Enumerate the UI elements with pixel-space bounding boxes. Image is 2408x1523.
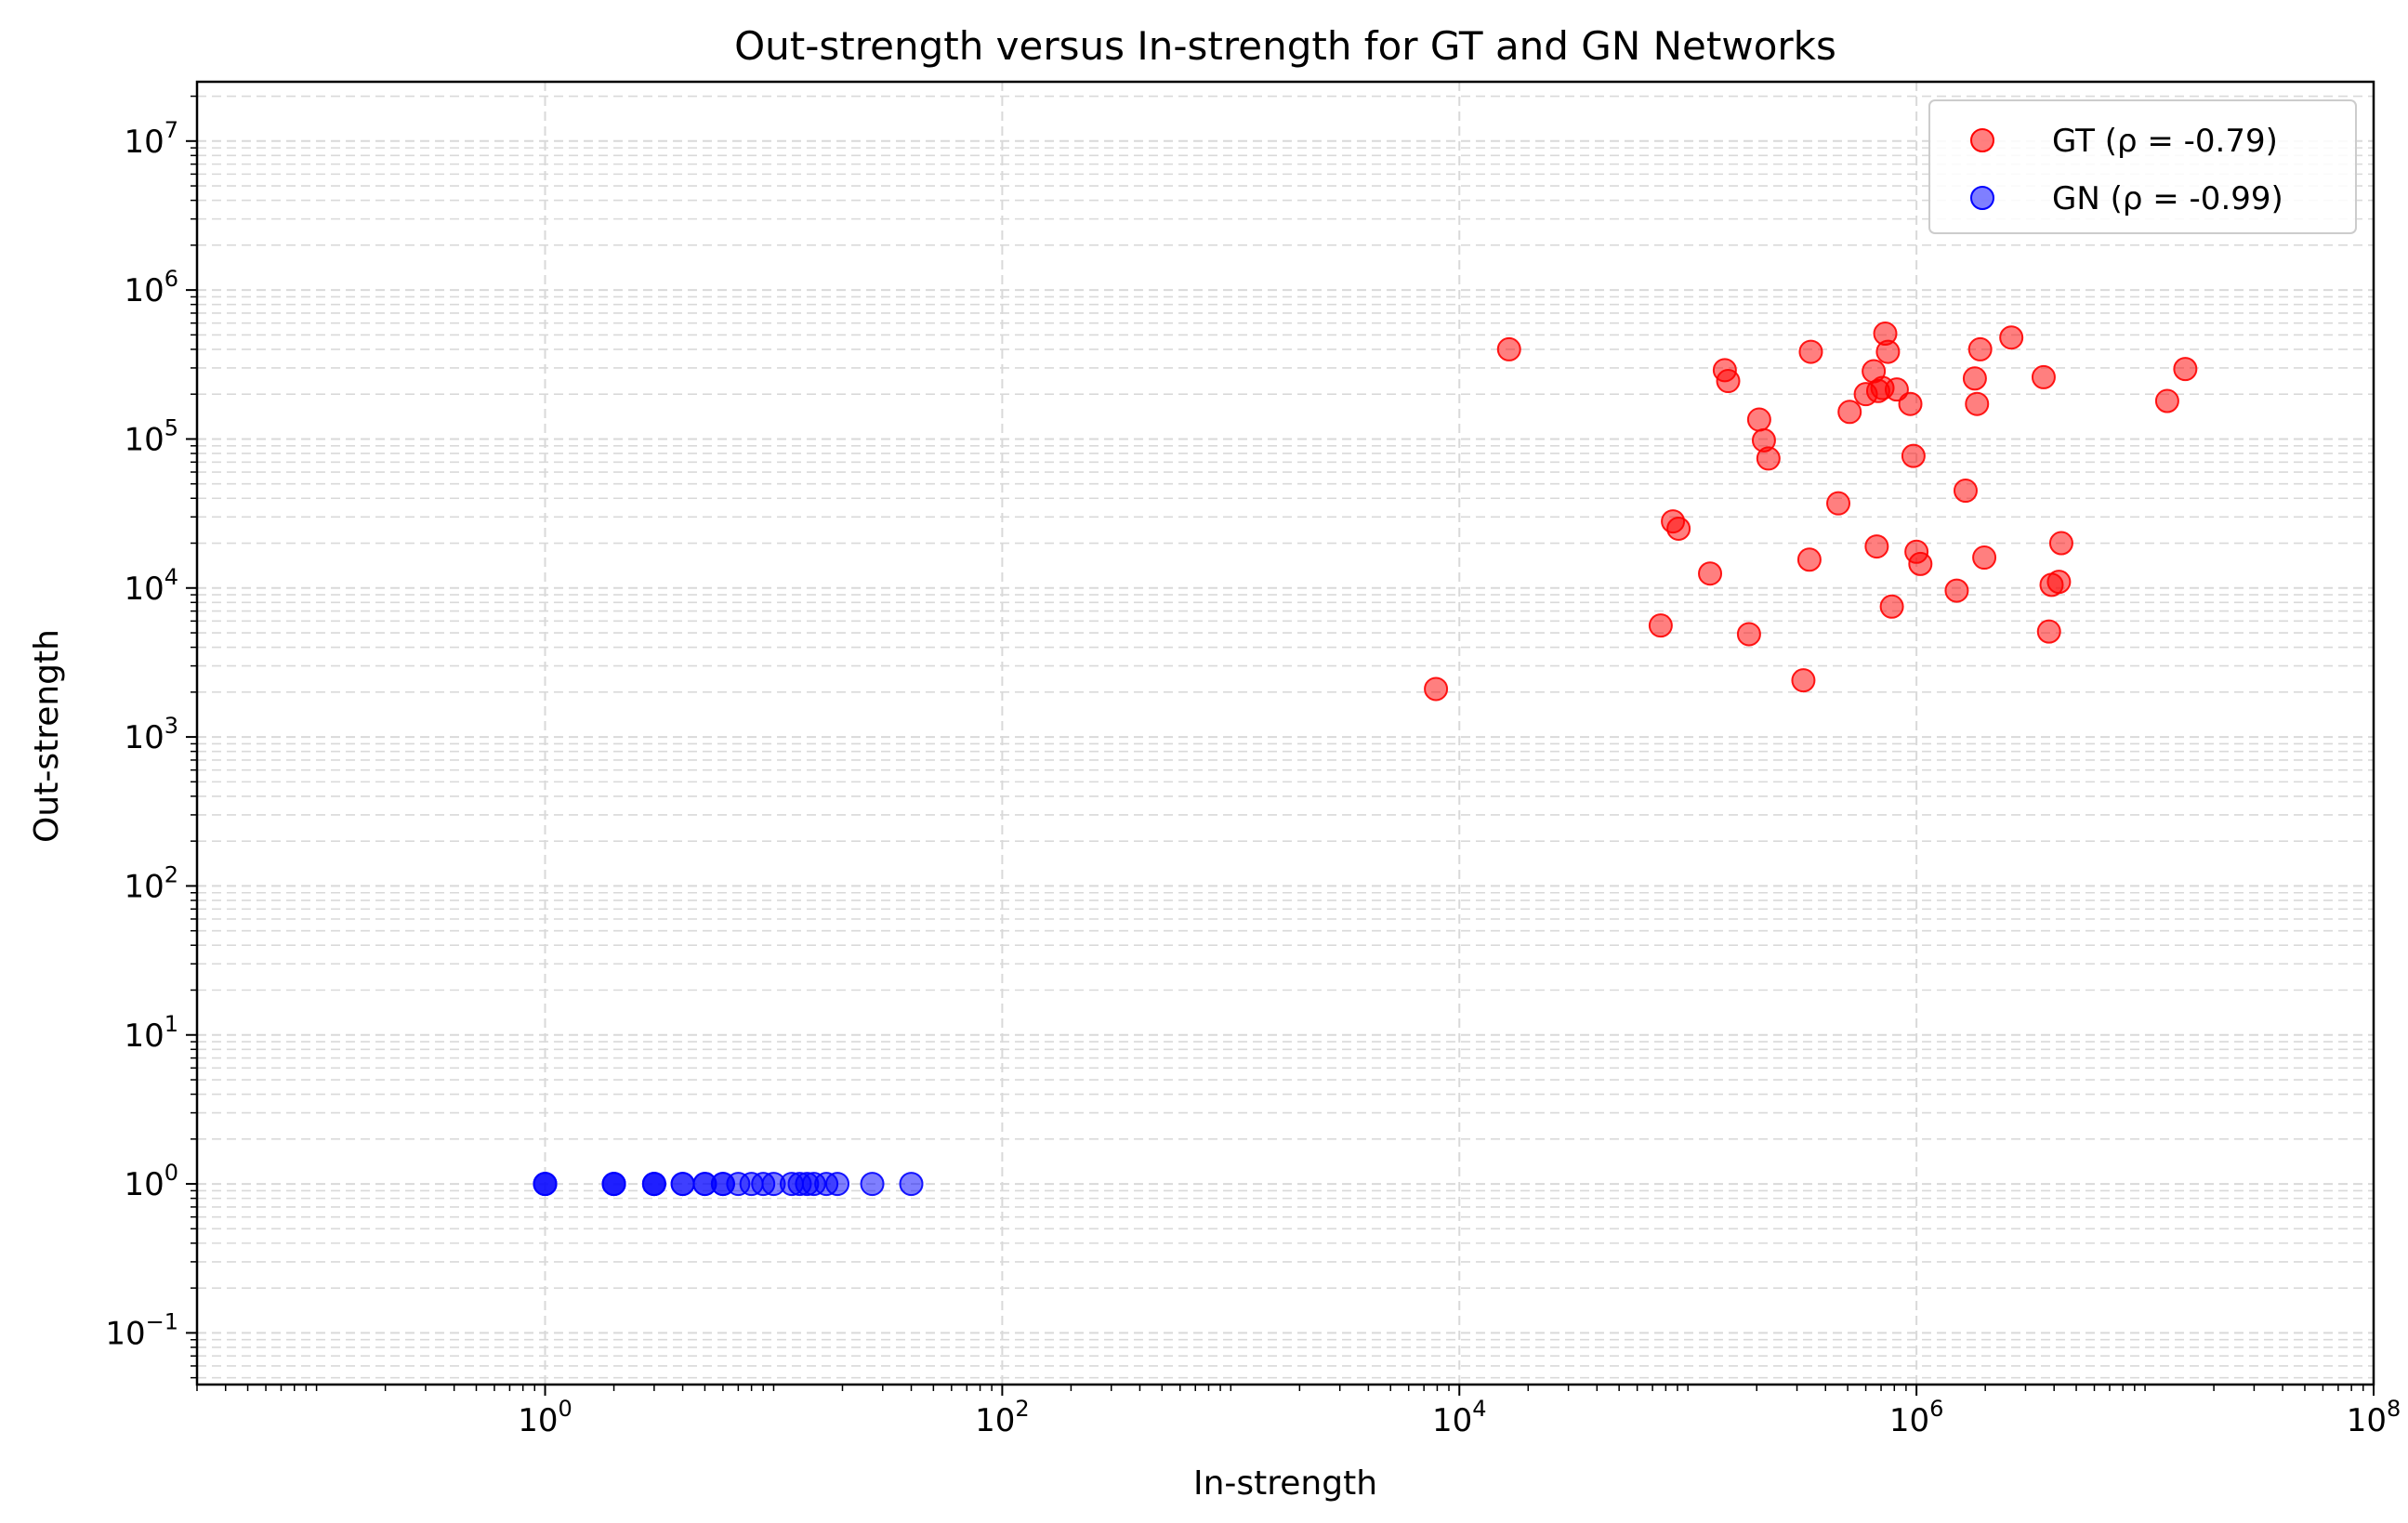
legend-label-gn: GN (ρ = -0.99) [2052,180,2283,217]
data-point [2154,388,2179,414]
data-point [2048,531,2073,556]
data-point [1698,561,1723,586]
legend: GT (ρ = -0.79) GN (ρ = -0.99) [1928,99,2357,234]
data-point [1972,545,1997,571]
data-point [1898,391,1923,416]
data-point [2036,619,2061,644]
data-point [1648,613,1673,638]
data-point [899,1172,924,1197]
data-point [1953,479,1978,504]
data-point [641,1172,666,1197]
legend-label-gt: GT (ρ = -0.79) [2052,123,2278,160]
data-point [1967,336,1993,361]
data-point [2046,570,2072,595]
plot-frame [195,80,2375,1386]
data-point [1965,391,1990,416]
data-point [533,1172,558,1197]
data-point [1756,446,1781,471]
series-gt [1424,322,2198,702]
series-gn [533,1172,924,1197]
data-point [601,1172,626,1197]
data-point [1826,491,1851,516]
data-point [1796,547,1822,572]
x-tick-label: 104 [1432,1396,1487,1439]
chart-title: Out-strength versus In-strength for GT a… [734,23,1836,69]
legend-marker-gn [1970,186,1994,210]
data-point [1837,400,1862,425]
data-point [2031,364,2056,389]
plot-area [533,322,2198,1197]
legend-marker-gt [1970,128,1994,152]
y-tick-label: 105 [124,414,178,458]
legend-box [1928,99,2357,234]
data-point [1496,336,1521,361]
data-point [860,1172,885,1197]
data-point [1962,366,1987,391]
y-tick-label: 107 [124,117,178,161]
x-tick-label: 106 [1889,1396,1944,1439]
x-tick-label: 100 [518,1396,572,1439]
x-tick-label: 108 [2347,1396,2401,1439]
y-tick-label: 101 [124,1011,178,1055]
data-point [1716,369,1741,394]
data-point [1746,407,1771,432]
y-tick-label: 100 [124,1160,178,1203]
data-point [2173,357,2198,382]
grid [197,82,2375,1385]
data-point [1798,339,1823,364]
y-tick-label: 104 [124,564,178,608]
y-tick-label: 103 [124,713,178,756]
data-point [825,1172,850,1197]
data-point [1666,516,1691,541]
data-point [1999,325,2024,350]
data-point [1879,594,1904,619]
x-tick-label: 102 [975,1396,1030,1439]
data-point [1736,622,1761,647]
x-axis-label: In-strength [1193,1464,1377,1503]
data-point [1908,551,1933,576]
data-point [1791,668,1816,693]
data-point [1864,534,1889,559]
y-tick-label: 106 [124,266,178,309]
data-point [670,1172,695,1197]
data-point [1875,339,1901,364]
y-tick-label: 102 [124,861,178,905]
data-point [1424,676,1449,702]
y-axis-label: Out-strength [28,629,66,843]
y-tick-label: 10−1 [105,1308,178,1352]
data-point [1901,443,1926,468]
data-point [1944,578,1969,603]
axis-ticks: 100 102 104 106 108 10−1 100 101 102 103 104 105 106… [105,95,2401,1439]
